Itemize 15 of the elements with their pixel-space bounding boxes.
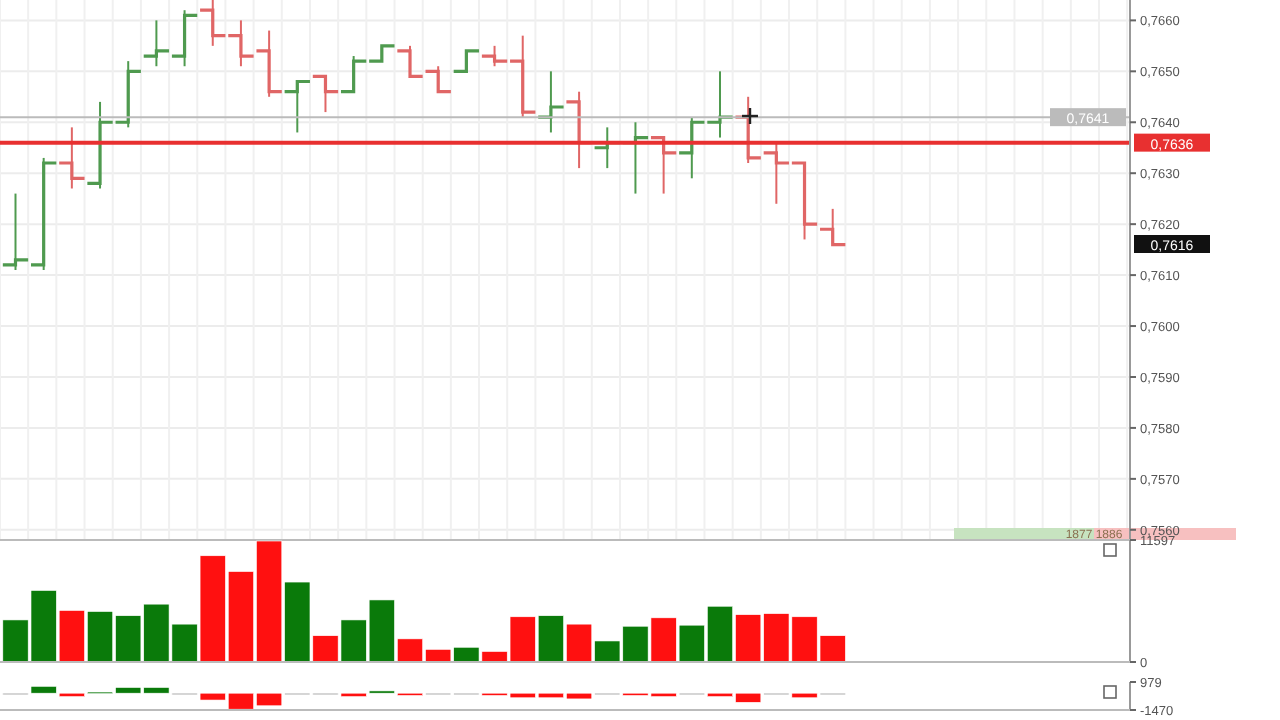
candlestick [423,65,453,94]
candlestick [452,49,481,73]
candlestick [733,95,763,165]
candlestick [142,19,171,68]
candlestick [649,135,678,195]
candlestick [170,9,199,68]
candlestick [1,192,30,271]
candlestick [57,126,87,190]
candlestick [395,44,425,79]
candlestick [29,156,58,271]
candlestick [536,70,566,134]
candlestick [254,29,284,98]
candlestick [311,74,340,114]
candlestick [818,207,847,247]
candlestick [283,79,312,134]
